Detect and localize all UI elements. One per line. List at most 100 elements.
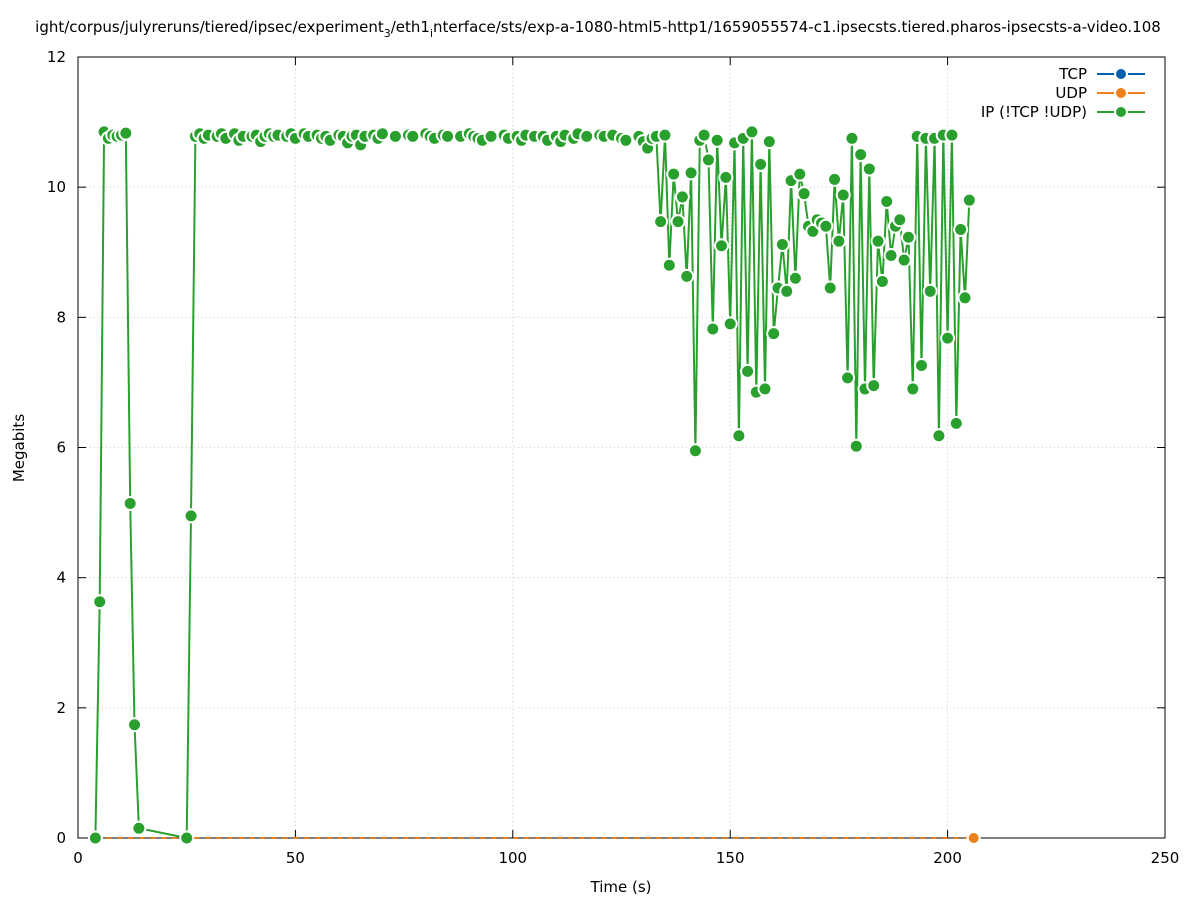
- data-point: [131, 820, 147, 836]
- x-tick-label: 100: [498, 849, 527, 867]
- data-point: [696, 127, 712, 143]
- x-tick-label: 50: [286, 849, 305, 867]
- data-point: [579, 128, 595, 144]
- data-point: [966, 831, 981, 845]
- data-point: [483, 128, 499, 144]
- data-point: [787, 270, 803, 286]
- y-tick-labels: 0 2 4 6 8 10 12: [47, 48, 66, 847]
- data-point: [853, 147, 869, 163]
- data-point: [705, 321, 721, 337]
- legend-label: TCP: [1058, 65, 1087, 83]
- data-point: [774, 236, 790, 252]
- title-subscript: i: [430, 27, 433, 40]
- data-point: [87, 830, 103, 846]
- title-part: /eth1: [391, 18, 430, 36]
- data-point: [761, 134, 777, 150]
- data-point: [653, 214, 669, 230]
- series-layer: [87, 124, 981, 846]
- data-point: [374, 126, 390, 142]
- y-tick-label: 6: [56, 439, 66, 457]
- data-point: [92, 594, 108, 610]
- chart-title: ight/corpus/julyreruns/tiered/ipsec/expe…: [35, 18, 1161, 40]
- data-point: [905, 381, 921, 397]
- data-point: [779, 283, 795, 299]
- data-point: [731, 428, 747, 444]
- data-point: [961, 192, 977, 208]
- data-point: [674, 189, 690, 205]
- data-point: [861, 161, 877, 177]
- legend-label: IP (!TCP !UDP): [981, 103, 1087, 121]
- data-point: [940, 330, 956, 346]
- data-point: [766, 326, 782, 342]
- data-point: [944, 127, 960, 143]
- data-point: [122, 495, 138, 511]
- data-point: [931, 428, 947, 444]
- y-tick-label: 8: [56, 308, 66, 326]
- data-point: [714, 238, 730, 254]
- data-point: [840, 370, 856, 386]
- data-point: [700, 152, 716, 168]
- grid-lines: [78, 57, 1165, 838]
- data-point: [827, 171, 843, 187]
- x-tick-label: 200: [933, 849, 962, 867]
- data-point: [183, 508, 199, 524]
- data-point: [127, 717, 143, 733]
- data-point: [666, 166, 682, 182]
- x-tick-label: 150: [716, 849, 745, 867]
- y-tick-label: 12: [47, 48, 66, 66]
- x-axis-label: Time (s): [590, 878, 652, 896]
- data-point: [670, 214, 686, 230]
- data-point: [718, 169, 734, 185]
- x-tick-labels: 0 50 100 150 200 250: [73, 849, 1179, 867]
- data-point: [870, 233, 886, 249]
- data-point: [709, 132, 725, 148]
- data-point: [831, 233, 847, 249]
- y-tick-label: 0: [56, 829, 66, 847]
- data-point: [744, 124, 760, 140]
- data-point: [892, 212, 908, 228]
- legend-marker: [1114, 86, 1128, 100]
- data-point: [818, 218, 834, 234]
- x-tick-label: 250: [1151, 849, 1180, 867]
- data-point: [835, 187, 851, 203]
- data-point: [900, 229, 916, 245]
- data-point: [896, 252, 912, 268]
- legend-marker: [1114, 67, 1128, 81]
- series-2: [87, 124, 977, 846]
- data-point: [118, 125, 134, 141]
- data-point: [866, 378, 882, 394]
- x-tick-label: 0: [73, 849, 83, 867]
- y-tick-label: 4: [56, 569, 66, 587]
- data-point: [722, 316, 738, 332]
- plot-frame: [77, 56, 1166, 839]
- data-point: [822, 280, 838, 296]
- data-point: [922, 283, 938, 299]
- data-point: [679, 268, 695, 284]
- data-point: [618, 132, 634, 148]
- data-point: [796, 186, 812, 202]
- data-point: [792, 166, 808, 182]
- axis-ticks: [77, 56, 1166, 839]
- data-point: [957, 290, 973, 306]
- data-point: [948, 415, 964, 431]
- data-point: [687, 443, 703, 459]
- y-axis-label: Megabits: [10, 414, 28, 482]
- data-point: [661, 257, 677, 273]
- data-point: [953, 221, 969, 237]
- data-point: [753, 156, 769, 172]
- data-point: [844, 130, 860, 146]
- y-tick-label: 10: [47, 178, 66, 196]
- data-point: [440, 128, 456, 144]
- title-part: ight/corpus/julyreruns/tiered/ipsec/expe…: [35, 18, 384, 36]
- data-point: [405, 128, 421, 144]
- legend-marker: [1114, 105, 1128, 119]
- title-subscript: 3: [384, 27, 391, 40]
- data-point: [874, 274, 890, 290]
- data-point: [914, 357, 930, 373]
- data-point: [683, 165, 699, 181]
- data-point: [387, 128, 403, 144]
- data-point: [740, 363, 756, 379]
- series-1: [95, 831, 981, 845]
